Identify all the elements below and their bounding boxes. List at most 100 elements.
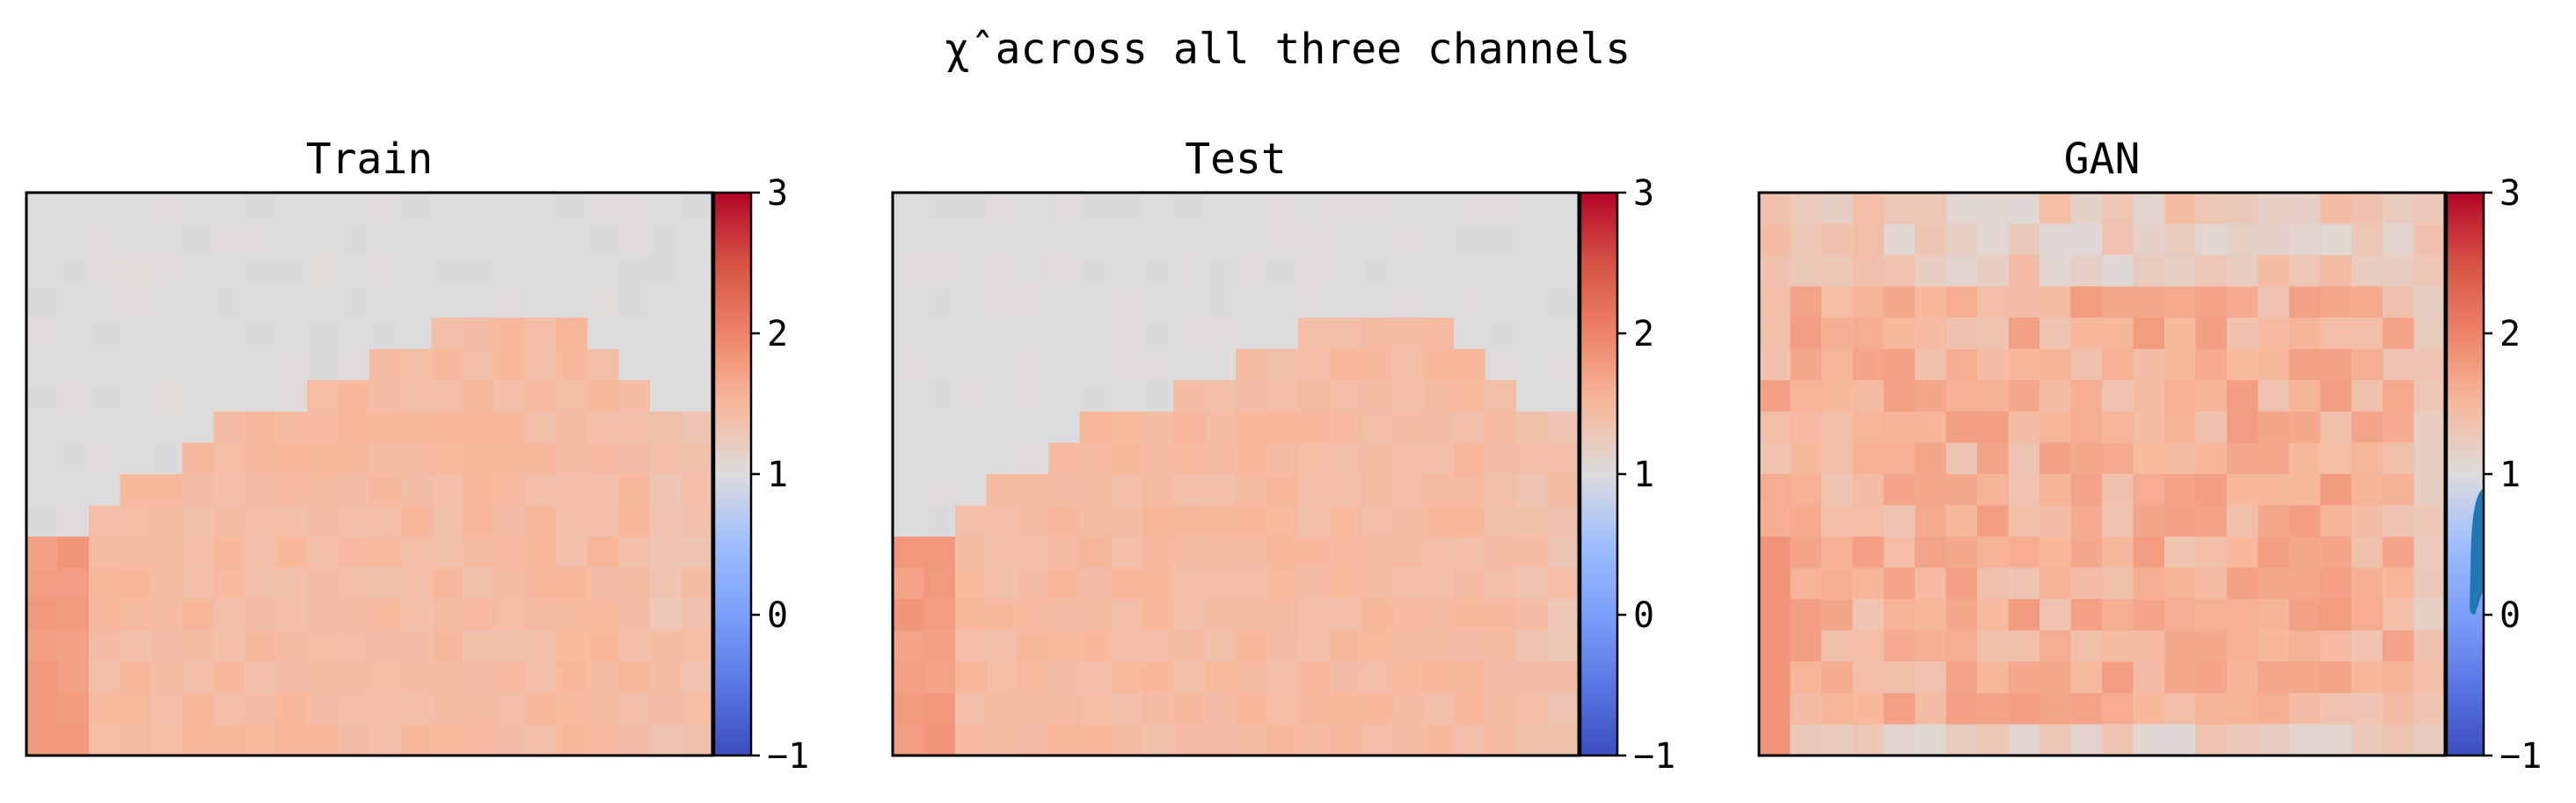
heatmap-cell <box>2133 537 2165 569</box>
heatmap-cell <box>1329 348 1361 381</box>
heatmap-cell <box>2351 380 2383 412</box>
colorbar-ticks: 3 2 1 0 −1 <box>1617 173 1675 777</box>
heatmap-cell <box>1422 380 1455 412</box>
heatmap-cell <box>1915 411 1947 444</box>
heatmap-cell <box>182 630 215 662</box>
heatmap-cell <box>525 318 558 350</box>
heatmap-cell <box>150 442 183 475</box>
heatmap-cell <box>1422 630 1455 662</box>
heatmap-cell <box>150 255 183 288</box>
heatmap-cell <box>650 348 682 381</box>
heatmap-cell <box>1204 223 1237 256</box>
heatmap-cell <box>26 692 59 726</box>
heatmap-cell <box>1485 411 1517 444</box>
heatmap-cell <box>1329 474 1361 507</box>
heatmap-cell <box>650 286 682 318</box>
heatmap-cell <box>893 318 925 350</box>
heatmap-cell <box>1883 286 1916 318</box>
heatmap-cell <box>2288 193 2321 225</box>
panel-gan: GAN 3 2 1 0 −1 <box>1757 135 2542 777</box>
heatmap-cell <box>150 724 183 756</box>
heatmap-cell <box>150 348 183 381</box>
heatmap-cell <box>338 255 370 288</box>
heatmap-cell <box>120 599 152 631</box>
heatmap-cell <box>182 411 215 444</box>
heatmap-cell <box>556 692 588 726</box>
heatmap-cell <box>1422 474 1455 507</box>
heatmap-cell <box>1236 286 1268 318</box>
heatmap-cell <box>400 537 433 569</box>
heatmap-cell <box>1079 442 1112 475</box>
heatmap-cell <box>1142 286 1174 318</box>
heatmap-cell <box>650 411 682 444</box>
heatmap-cell <box>1821 193 1853 225</box>
heatmap-cell <box>2258 380 2290 412</box>
heatmap-cell <box>1266 692 1299 726</box>
heatmap-cell <box>26 380 59 412</box>
heatmap-cell <box>556 661 588 694</box>
heatmap-cell <box>1017 724 1049 756</box>
heatmap-cell <box>307 630 339 662</box>
heatmap-cell <box>1111 661 1143 694</box>
heatmap-cell <box>1516 630 1549 662</box>
figure-title: χ̂ across all three channels <box>945 25 1631 74</box>
heatmap-cell <box>1790 661 1822 694</box>
heatmap-cell <box>2226 474 2259 507</box>
heatmap-cell <box>1142 537 1174 569</box>
heatmap-cell <box>182 567 215 600</box>
heatmap-cell <box>120 724 152 756</box>
heatmap-cell <box>2226 661 2259 694</box>
heatmap-cell <box>1360 505 1392 537</box>
heatmap-cell <box>275 442 308 475</box>
heatmap-cell <box>986 630 1018 662</box>
heatmap-cell <box>893 411 925 444</box>
heatmap-cell <box>954 692 987 726</box>
heatmap-cell <box>1329 724 1361 756</box>
heatmap-cell <box>1915 661 1947 694</box>
heatmap-cell <box>275 193 308 225</box>
heatmap-cell <box>1454 599 1486 631</box>
heatmap-cell <box>681 567 713 600</box>
heatmap-cell <box>650 223 682 256</box>
heatmap-cell <box>1547 537 1580 569</box>
heatmap-cell <box>26 318 59 350</box>
heatmap-cell <box>1547 442 1580 475</box>
heatmap-cell <box>556 286 588 318</box>
heatmap-cell <box>587 661 620 694</box>
heatmap-cell <box>986 724 1018 756</box>
heatmap-cell <box>1852 474 1885 507</box>
heatmap-cell <box>182 193 215 225</box>
heatmap-cell <box>2102 442 2135 475</box>
heatmap-cell <box>57 348 90 381</box>
heatmap-cell <box>1111 223 1143 256</box>
heatmap-cell <box>1329 537 1361 569</box>
heatmap-cell <box>1329 599 1361 631</box>
heatmap-cell <box>338 380 370 412</box>
heatmap-cell <box>463 630 495 662</box>
heatmap-cell <box>493 286 526 318</box>
heatmap-cell <box>307 255 339 288</box>
heatmap-cell <box>986 692 1018 726</box>
heatmap-cell <box>618 255 651 288</box>
heatmap-cell <box>431 255 463 288</box>
heatmap-cell <box>1516 442 1549 475</box>
heatmap-cell <box>1079 348 1112 381</box>
heatmap-cell <box>400 286 433 318</box>
heatmap-cell <box>57 193 90 225</box>
heatmap-cell <box>275 411 308 444</box>
heatmap-cell <box>493 567 526 600</box>
heatmap-cell <box>244 505 277 537</box>
heatmap-cell <box>2164 411 2196 444</box>
heatmap-cell <box>1236 348 1268 381</box>
heatmap-cell <box>1391 692 1424 726</box>
heatmap-cell <box>244 599 277 631</box>
heatmap-cell <box>1236 724 1268 756</box>
heatmap-cell <box>1266 411 1299 444</box>
heatmap-cell <box>1297 661 1330 694</box>
heatmap-cell <box>2102 724 2135 756</box>
heatmap-cell <box>681 411 713 444</box>
heatmap-cell <box>1977 286 2010 318</box>
heatmap-cell <box>182 442 215 475</box>
heatmap-cell <box>2133 661 2165 694</box>
colorbar-tick-label: 2 <box>767 314 788 354</box>
